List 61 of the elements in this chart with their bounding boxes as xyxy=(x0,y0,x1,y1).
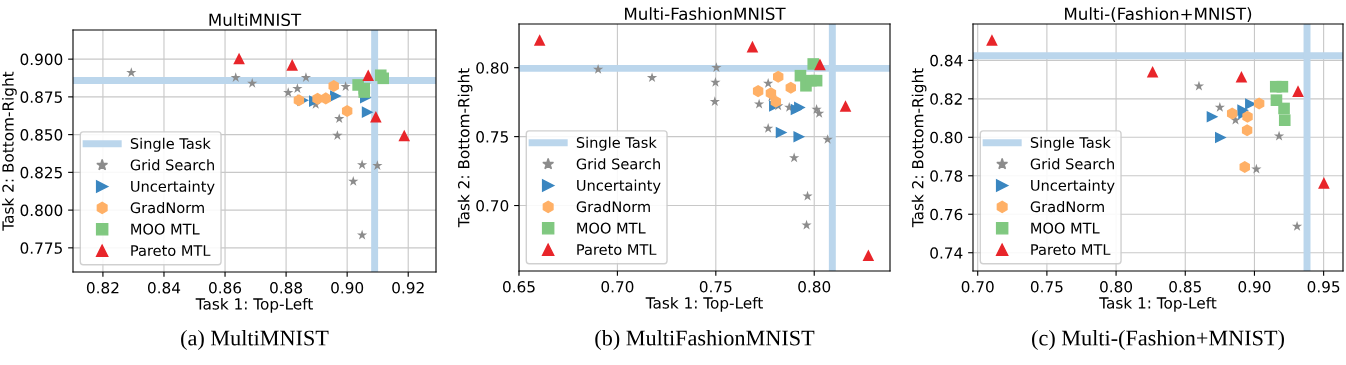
y-tick-label: 0.775 xyxy=(20,242,62,254)
x-tick-label: 0.70 xyxy=(601,280,634,293)
text: (c) Multi-(Fashion+MNIST) xyxy=(1032,329,1284,351)
y-tick-label: 0.84 xyxy=(930,54,963,67)
legend-label: Grid Search xyxy=(130,159,214,171)
y-tick-label: 0.78 xyxy=(930,170,963,182)
x-tick-label: 0.90 xyxy=(331,281,364,294)
y-tick-label: 0.80 xyxy=(476,62,509,74)
x-tick-label: 0.70 xyxy=(961,280,994,293)
chart-title: Multi-(Fashion+MNIST) xyxy=(1065,7,1252,23)
legend-label: Grid Search xyxy=(1030,158,1114,170)
chart-title: Multi-FashionMNIST xyxy=(625,7,786,21)
x-tick-label: 0.75 xyxy=(699,280,732,293)
x-tick-label: 0.95 xyxy=(1307,280,1340,293)
x-tick-label: 0.92 xyxy=(392,281,424,294)
y-tick-label: 0.80 xyxy=(930,131,963,144)
x-tick-label: 0.90 xyxy=(1238,280,1271,293)
y-tick-label: 0.850 xyxy=(20,129,63,141)
x-axis-title: Task 1: Top-Left xyxy=(1099,296,1217,312)
legend-label: MOO MTL xyxy=(1031,222,1100,234)
legend-label: Uncertainty xyxy=(577,179,661,194)
x-tick-label: 0.84 xyxy=(147,281,181,294)
y-axis-title: Task 2: Bottom-Right xyxy=(911,68,927,228)
x-axis-title: Task 1: Top-Left xyxy=(645,296,763,312)
legend-label: MOO MTL xyxy=(577,222,646,234)
legend-label: Uncertainty xyxy=(1031,179,1115,194)
legend-label: Single Task xyxy=(130,137,211,152)
x-tick-label: 0.88 xyxy=(270,281,303,294)
x-tick-label: 0.75 xyxy=(1030,280,1063,293)
x-tick-label: 0.65 xyxy=(503,280,535,293)
y-tick-label: 0.82 xyxy=(930,93,962,105)
x-tick-label: 0.85 xyxy=(1169,280,1201,293)
y-tick-label: 0.875 xyxy=(20,91,62,103)
legend-label: GradNorm xyxy=(130,201,204,214)
legend-label: Single Task xyxy=(576,136,657,151)
x-tick-label: 0.80 xyxy=(1100,280,1133,293)
legend-label: GradNorm xyxy=(576,200,650,213)
y-tick-label: 0.74 xyxy=(930,247,963,259)
y-tick-label: 0.800 xyxy=(20,204,63,217)
legend-label: GradNorm xyxy=(1030,200,1104,213)
text: (b) MultiFashionMNIST xyxy=(595,329,815,351)
text: (a) MultiMNIST xyxy=(181,329,329,351)
y-tick-label: 0.900 xyxy=(20,53,63,66)
legend-label: Grid Search xyxy=(576,158,660,170)
y-tick-label: 0.70 xyxy=(476,199,509,212)
x-tick-label: 0.82 xyxy=(86,281,119,294)
legend-label: Pareto MTL xyxy=(577,244,657,256)
legend-label: Pareto MTL xyxy=(131,245,211,257)
y-tick-label: 0.76 xyxy=(930,208,963,221)
x-tick-label: 0.80 xyxy=(798,280,831,293)
x-tick-label: 0.86 xyxy=(209,281,242,294)
legend-label: MOO MTL xyxy=(131,223,200,235)
y-axis-title: Task 2: Bottom-Right xyxy=(457,68,473,228)
legend-label: Pareto MTL xyxy=(1031,244,1111,256)
y-tick-label: 0.825 xyxy=(20,166,62,179)
legend-label: Uncertainty xyxy=(131,180,215,195)
y-axis-title: Task 2: Bottom-Right xyxy=(1,71,17,231)
chart-title: MultiMNIST xyxy=(209,13,302,27)
y-tick-label: 0.75 xyxy=(476,131,508,143)
legend-label: Single Task xyxy=(1030,136,1111,151)
x-axis-title: Task 1: Top-Left xyxy=(195,297,313,313)
